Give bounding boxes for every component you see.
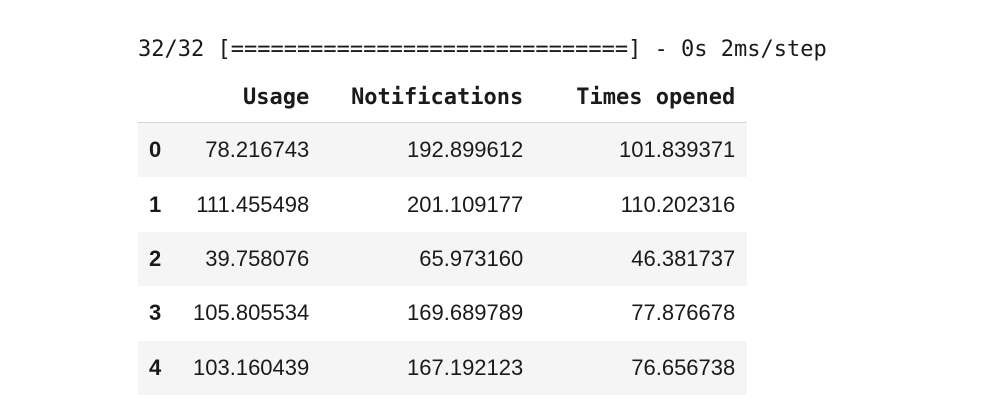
row-index: 0	[149, 137, 162, 163]
cell-usage: 39.758076	[205, 245, 310, 271]
row-index: 3	[149, 300, 162, 326]
cell-notifications: 192.899612	[407, 137, 524, 163]
cell-times-opened: 110.202316	[620, 191, 736, 217]
dataframe-table: Usage Notifications Times opened 0 78.21…	[138, 72, 748, 395]
row-index: 1	[149, 191, 162, 217]
column-header-notifications: Notifications	[321, 72, 536, 123]
cell-times-opened: 101.839371	[619, 137, 736, 163]
table-row: 1 111.455498 201.109177 110.202316	[138, 177, 748, 232]
table-row: 4 103.160439 167.192123 76.656738	[138, 340, 748, 395]
cell-times-opened: 46.381737	[631, 245, 736, 271]
cell-notifications: 65.973160	[419, 245, 524, 271]
cell-usage: 105.805534	[193, 300, 310, 326]
cell-notifications: 167.192123	[407, 354, 524, 380]
cell-usage: 103.160439	[193, 354, 310, 380]
cell-times-opened: 76.656738	[631, 354, 736, 380]
cell-times-opened: 77.876678	[631, 300, 736, 326]
cell-notifications: 201.109177	[407, 191, 524, 217]
row-index: 4	[149, 354, 162, 380]
row-index: 2	[149, 245, 162, 271]
cell-usage: 78.216743	[205, 137, 310, 163]
table-body: 0 78.216743 192.899612 101.839371 1 111.…	[138, 122, 748, 395]
table-row: 3 105.805534 169.689789 77.876678	[138, 286, 748, 341]
progress-log: 32/32 [==============================] -…	[138, 37, 827, 62]
cell-usage: 111.455498	[196, 191, 310, 217]
table-header: Usage Notifications Times opened	[138, 72, 748, 123]
column-header-times-opened: Times opened	[535, 72, 748, 123]
header-row: Usage Notifications Times opened	[138, 72, 748, 123]
column-header-usage: Usage	[169, 72, 322, 123]
cell-notifications: 169.689789	[407, 300, 524, 326]
table-row: 0 78.216743 192.899612 101.839371	[138, 122, 748, 178]
index-header	[138, 72, 170, 123]
cell-output: 32/32 [==============================] -…	[138, 32, 827, 395]
table-row: 2 39.758076 65.973160 46.381737	[138, 231, 748, 287]
